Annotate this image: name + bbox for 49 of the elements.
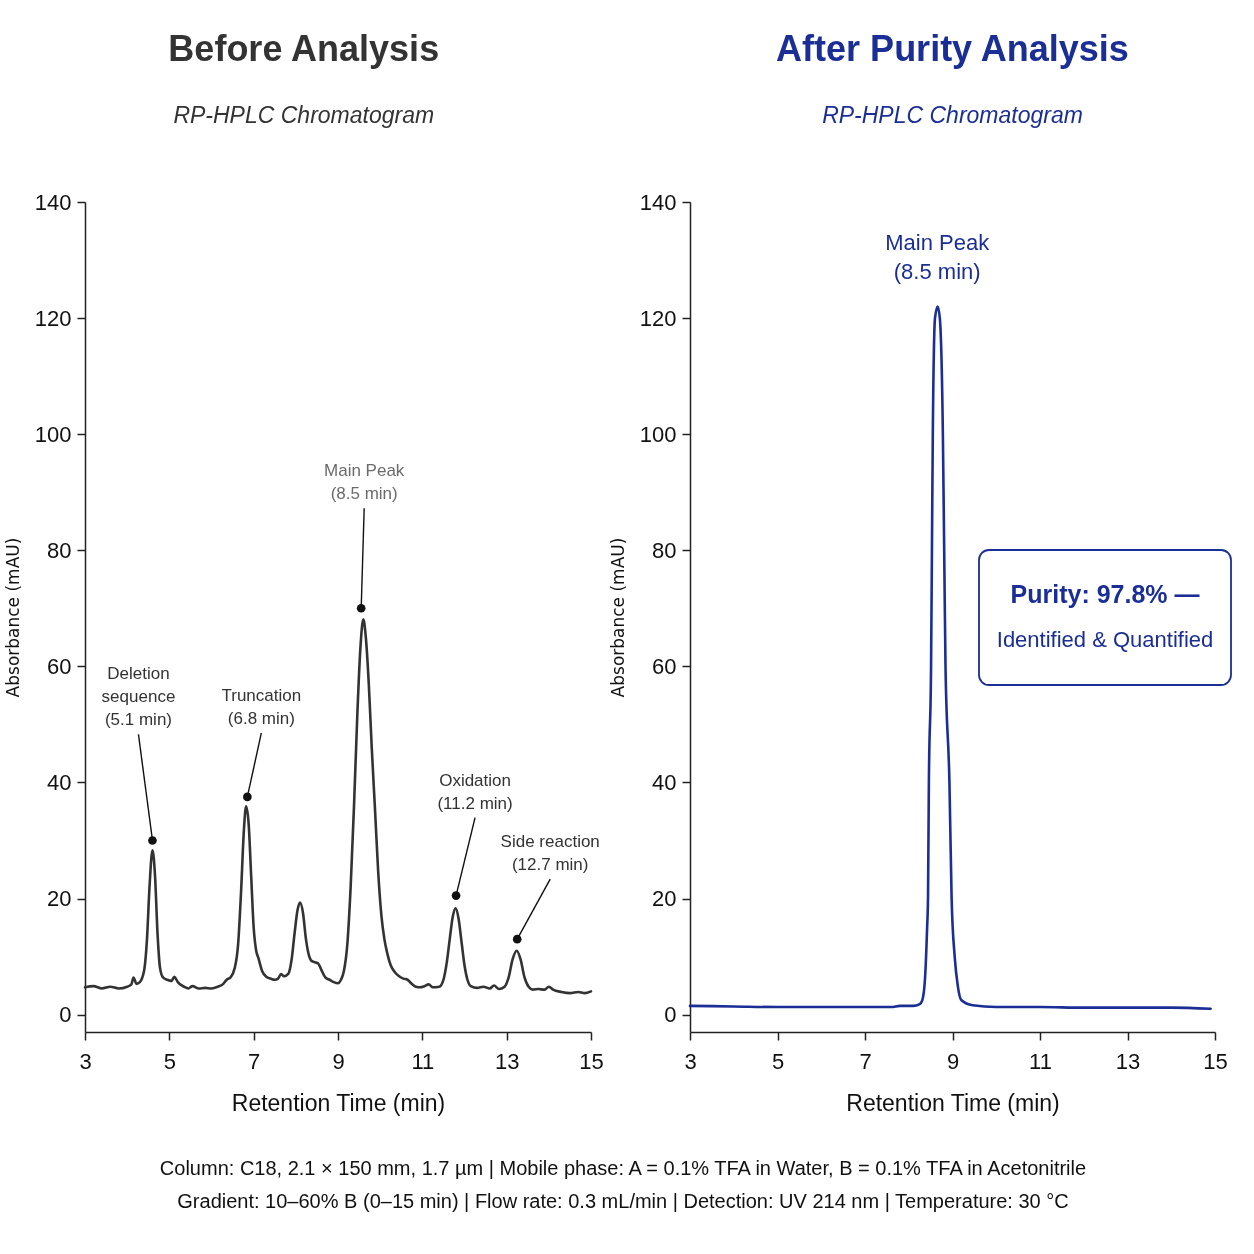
x-tick-label: 3	[79, 1048, 92, 1074]
y-tick-label: 0	[59, 1002, 72, 1028]
x-tick-label: 13	[1115, 1048, 1141, 1074]
annotation: Purity: 97.8% —	[1010, 580, 1200, 608]
annotation: Main Peak (8.5 min)	[885, 230, 991, 285]
y-tick-label: 20	[47, 886, 72, 911]
x-tick-label: 11	[411, 1048, 435, 1074]
y-tick-label: 120	[34, 305, 72, 331]
y-tick-label: 100	[639, 421, 677, 447]
y-axis-title: Absorbance (mAU)	[607, 537, 628, 698]
x-tick-label: 5	[163, 1048, 176, 1074]
x-tick-label: 3	[684, 1048, 697, 1074]
y-tick-label: 60	[47, 653, 72, 679]
x-tick-label: 13	[494, 1048, 520, 1074]
text: Gradient: 10–60% B (0–15 min) | Flow rate: 0.3 mL/min | Detection: UV 214 nm | Temperature: 30 °C	[177, 1190, 1069, 1212]
x-tick-label: 11	[1029, 1048, 1052, 1074]
y-tick-label: 140	[34, 189, 72, 215]
chart-subtitle: RP-HPLC Chromatogram	[173, 102, 435, 128]
line-series	[688, 305, 1212, 1011]
chart-title: After Purity Analysis	[776, 28, 1129, 69]
x-tick-label: 7	[859, 1048, 872, 1074]
x-axis-title: Retention Time (min)	[846, 1089, 1060, 1116]
y-tick-label: 20	[652, 886, 677, 911]
x-tick-label: 15	[579, 1048, 604, 1074]
y-tick-label: 40	[47, 769, 72, 795]
y-tick-label: 40	[652, 769, 677, 795]
y-tick-label: 0	[664, 1002, 677, 1028]
y-tick-label: 80	[652, 537, 677, 563]
y-tick-label: 140	[639, 189, 677, 215]
x-axis-title: Retention Time (min)	[231, 1089, 446, 1116]
annotation: Main Peak (8.5 min)	[324, 461, 405, 504]
chart-subtitle: RP-HPLC Chromatogram	[822, 102, 1083, 128]
x-tick-label: 15	[1203, 1048, 1228, 1074]
annotation: Identified & Quantified	[996, 627, 1214, 652]
y-tick-label: 60	[652, 653, 677, 679]
y-tick-label: 80	[47, 537, 72, 563]
annotation: Truncation (6.8 min)	[221, 685, 302, 728]
annotation: Oxidation (11.2 min)	[437, 770, 513, 813]
annotation: Side reaction (12.7 min)	[500, 832, 600, 875]
y-axis-title: Absorbance (mAU)	[2, 537, 23, 698]
y-tick-label: 120	[639, 305, 677, 331]
chart-title: Before Analysis	[168, 28, 440, 69]
x-tick-label: 7	[248, 1048, 261, 1074]
y-tick-label: 100	[34, 421, 72, 447]
x-tick-label: 9	[332, 1048, 345, 1074]
annotation: Deletion sequence (5.1 min)	[101, 664, 176, 730]
x-tick-label: 5	[771, 1048, 785, 1074]
text: Column: C18, 2.1 × 150 mm, 1.7 µm | Mobile phase: A = 0.1% TFA in Water, B = 0.1% TFA in Acetonitrile	[159, 1157, 1087, 1179]
x-tick-label: 9	[946, 1048, 960, 1074]
